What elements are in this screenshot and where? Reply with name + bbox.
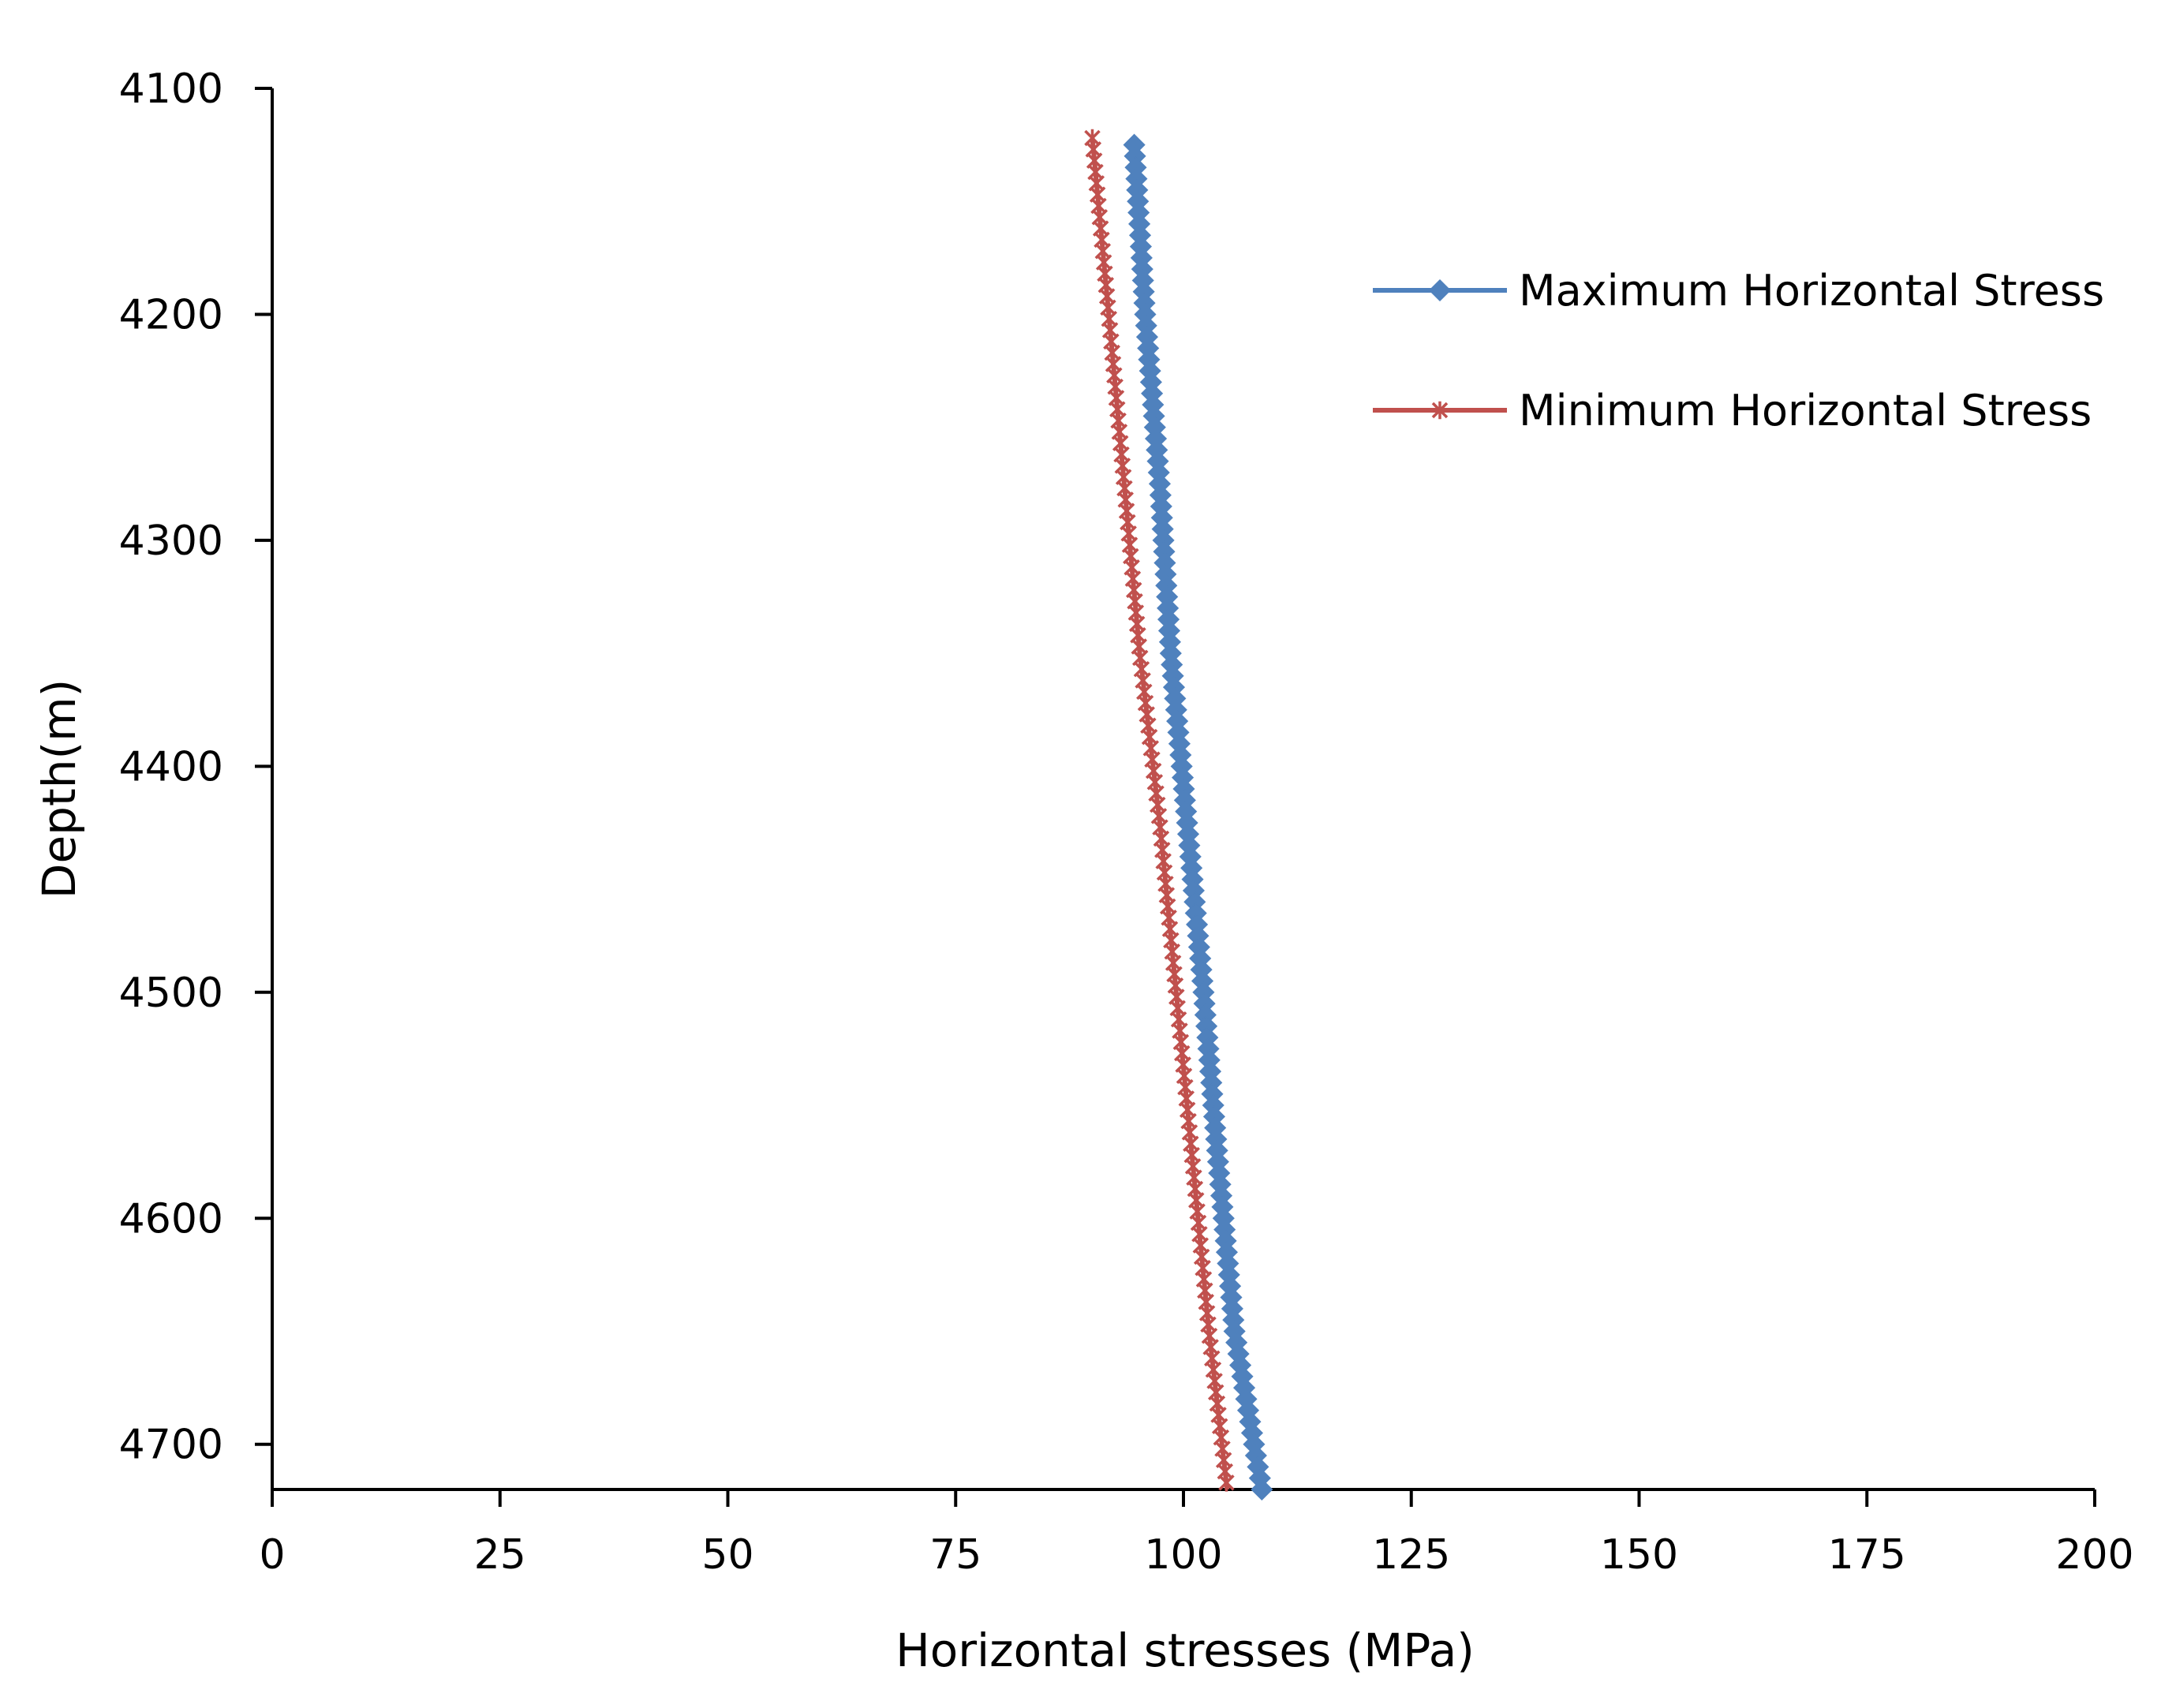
y-tick-label: 4200	[119, 291, 223, 338]
series-layer	[1084, 129, 1273, 1501]
y-tick-label: 4500	[119, 970, 223, 1017]
y-tick-label: 4700	[119, 1422, 223, 1469]
axes-layer: 4100 4200 4300 4400 4500 4600 4700 0 25 50 75 100 12…	[119, 65, 2134, 1579]
legend-marker	[1428, 278, 1452, 302]
y-tick-label: 4100	[119, 65, 223, 113]
series-minimum-horizontal-stress	[1084, 129, 1235, 1492]
legend: Maximum Horizontal Stress Minimum Horizon…	[1373, 266, 2104, 435]
legend-marker	[1431, 401, 1449, 420]
data-point-marker	[1218, 1474, 1235, 1492]
x-tick-label: 150	[1600, 1531, 1678, 1579]
x-tick-label: 100	[1144, 1531, 1222, 1579]
x-tick-label: 125	[1372, 1531, 1450, 1579]
data-point-marker	[1251, 1478, 1273, 1501]
y-tick-label: 4600	[119, 1195, 223, 1243]
y-tick-label: 4400	[119, 743, 223, 790]
y-axis-title: Depth(m)	[32, 679, 86, 899]
x-axis-title: Horizontal stresses (MPa)	[895, 1624, 1475, 1677]
legend-label: Minimum Horizontal Stress	[1519, 386, 2092, 435]
legend-item: Maximum Horizontal Stress	[1373, 266, 2104, 316]
x-tick-label: 175	[1828, 1531, 1906, 1579]
legend-label: Maximum Horizontal Stress	[1519, 266, 2104, 316]
x-tick-label: 50	[701, 1531, 753, 1579]
x-tick-label: 75	[929, 1531, 981, 1579]
x-tick-label: 200	[2055, 1531, 2133, 1579]
y-tick-label: 4300	[119, 518, 223, 565]
legend-item: Minimum Horizontal Stress	[1373, 386, 2092, 435]
x-tick-label: 0	[259, 1531, 285, 1579]
series-maximum-horizontal-stress	[1123, 133, 1273, 1501]
x-tick-label: 25	[474, 1531, 526, 1579]
